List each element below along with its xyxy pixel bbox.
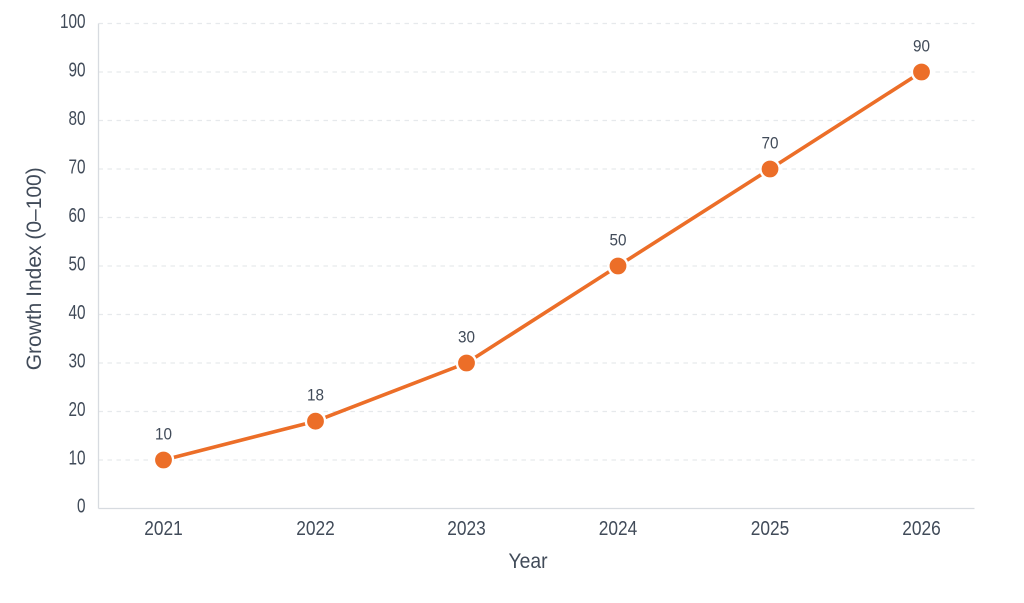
svg-text:50: 50 <box>610 231 627 250</box>
svg-text:70: 70 <box>69 157 86 179</box>
svg-text:100: 100 <box>60 11 86 33</box>
svg-text:30: 30 <box>458 328 475 347</box>
svg-text:90: 90 <box>913 37 930 56</box>
svg-text:90: 90 <box>69 60 86 82</box>
svg-text:0: 0 <box>77 496 86 518</box>
svg-text:70: 70 <box>762 134 779 153</box>
svg-text:30: 30 <box>69 351 86 373</box>
svg-text:40: 40 <box>69 302 86 324</box>
svg-text:2021: 2021 <box>144 518 183 540</box>
svg-text:50: 50 <box>69 254 86 276</box>
svg-text:Growth Index (0–100): Growth Index (0–100) <box>23 167 46 370</box>
svg-text:Year: Year <box>509 550 548 573</box>
svg-text:80: 80 <box>69 108 86 130</box>
svg-text:2024: 2024 <box>599 518 638 540</box>
svg-text:20: 20 <box>69 399 86 421</box>
svg-text:60: 60 <box>69 205 86 227</box>
svg-text:10: 10 <box>69 448 86 470</box>
svg-text:2026: 2026 <box>902 518 941 540</box>
svg-text:10: 10 <box>155 425 172 444</box>
svg-text:2022: 2022 <box>296 518 335 540</box>
svg-text:2023: 2023 <box>447 518 486 540</box>
svg-text:18: 18 <box>307 386 324 405</box>
svg-text:2025: 2025 <box>751 518 790 540</box>
